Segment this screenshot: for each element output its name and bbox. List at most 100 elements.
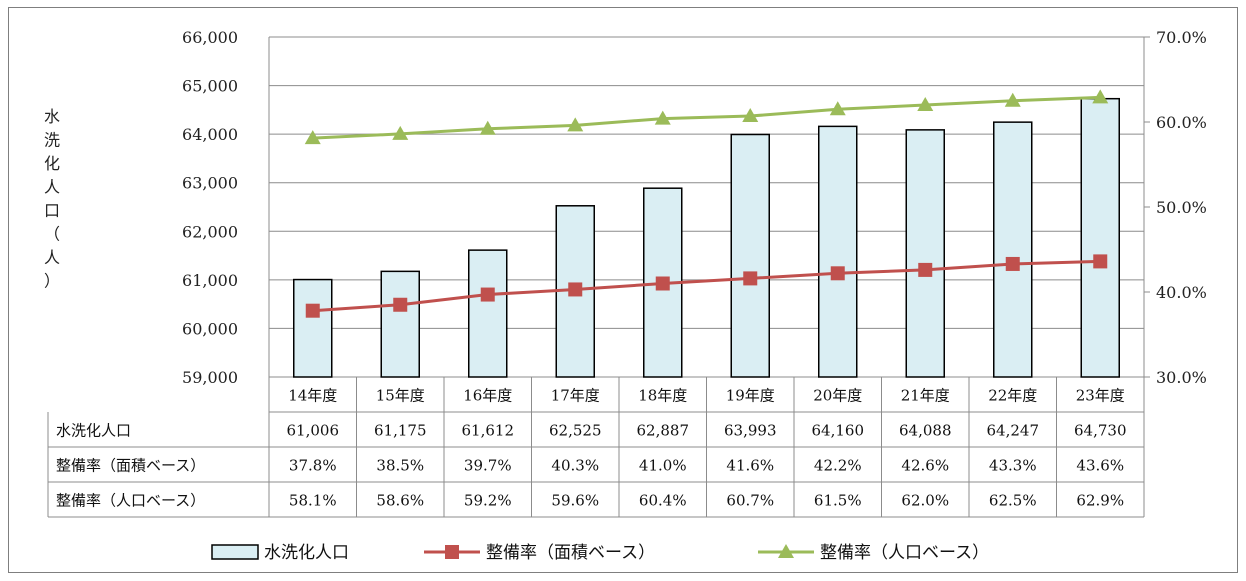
y-tick-label: 64,000	[182, 125, 238, 144]
square-marker	[480, 287, 495, 302]
table-row-label: 整備率（面積ベース）	[56, 457, 205, 475]
triangle-marker	[479, 120, 496, 135]
table-cell: 42.2%	[814, 457, 862, 475]
bar	[905, 129, 945, 378]
triangle-marker	[567, 117, 584, 132]
table-cell: 64,247	[987, 422, 1040, 440]
bar	[730, 133, 770, 378]
x-tick-label: 19年度	[726, 387, 775, 405]
legend-label: 水洗化人口	[264, 543, 349, 563]
table-cell: 59.2%	[464, 492, 512, 510]
table-cell: 61.5%	[814, 492, 862, 510]
triangle-marker	[392, 125, 409, 140]
x-tick-label: 17年度	[551, 387, 600, 405]
bar	[993, 121, 1033, 378]
table-cell: 59.6%	[551, 492, 599, 510]
x-tick-label: 20年度	[813, 387, 862, 405]
y-axis-label-char: ）	[44, 272, 60, 291]
y2-tick-label: 70.0%	[1156, 28, 1207, 47]
y-tick-label: 60,000	[182, 319, 238, 338]
table-cell: 60.4%	[639, 492, 687, 510]
square-marker	[1005, 256, 1020, 271]
y2-tick-label: 30.0%	[1156, 368, 1207, 387]
legend-swatch-marker	[445, 545, 459, 559]
x-tick-label: 15年度	[376, 387, 425, 405]
triangle-marker	[1092, 89, 1109, 104]
table-cell: 42.6%	[901, 457, 949, 475]
y-axis-label-char: 人	[44, 248, 60, 267]
y-tick-label: 65,000	[182, 77, 238, 96]
table-cell: 43.6%	[1076, 457, 1124, 475]
x-tick-label: 16年度	[463, 387, 512, 405]
table-cell: 61,612	[462, 422, 515, 440]
bar	[1080, 97, 1120, 378]
table-cell: 41.0%	[639, 457, 687, 475]
table-cell: 39.7%	[464, 457, 512, 475]
table-row-label: 水洗化人口	[56, 422, 131, 440]
legend-label: 整備率（面積ベース）	[486, 543, 655, 563]
series-line	[312, 259, 1101, 313]
table-cell: 40.3%	[551, 457, 599, 475]
x-tick-label: 14年度	[288, 387, 337, 405]
x-tick-label: 21年度	[901, 387, 950, 405]
triangle-marker	[654, 110, 671, 125]
square-marker	[568, 282, 583, 297]
table-row-label: 整備率（人口ベース）	[56, 492, 205, 510]
table-cell: 62.5%	[989, 492, 1037, 510]
table-cell: 61,006	[287, 422, 340, 440]
triangle-marker	[917, 97, 934, 111]
table-cell: 41.6%	[726, 457, 774, 475]
square-marker	[743, 271, 758, 286]
table-cell: 61,175	[374, 422, 427, 440]
square-marker	[830, 266, 845, 281]
legend-label: 整備率（人口ベース）	[820, 543, 989, 563]
bar	[468, 249, 508, 378]
y2-tick-label: 60.0%	[1156, 113, 1207, 132]
table-cell: 38.5%	[376, 457, 424, 475]
table-cell: 64,730	[1074, 422, 1127, 440]
table-cell: 60.7%	[726, 492, 774, 510]
table-cell: 62,887	[637, 422, 690, 440]
y-tick-label: 63,000	[182, 174, 238, 193]
square-marker	[1093, 254, 1108, 269]
y-tick-label: 66,000	[182, 28, 238, 47]
table-cell: 58.6%	[376, 492, 424, 510]
y-axis-label-char: 口	[44, 201, 60, 220]
y-tick-label: 61,000	[182, 271, 238, 290]
triangle-marker	[829, 101, 846, 116]
square-marker	[918, 262, 933, 277]
x-tick-label: 18年度	[638, 387, 687, 405]
table-cell: 58.1%	[289, 492, 337, 510]
square-marker	[393, 297, 408, 312]
x-tick-label: 22年度	[988, 387, 1037, 405]
series-line	[312, 95, 1101, 140]
table-cell: 43.3%	[989, 457, 1037, 475]
y-axis-label-char: 人	[44, 178, 60, 197]
triangle-marker	[304, 130, 321, 145]
bar	[380, 270, 420, 378]
bar	[818, 125, 858, 378]
y-axis-label-char: （	[44, 225, 60, 244]
table-cell: 62.0%	[901, 492, 949, 510]
square-marker	[305, 303, 320, 318]
y-axis-label-char: 化	[44, 154, 60, 173]
table-cell: 64,088	[899, 422, 952, 440]
y-tick-label: 62,000	[182, 222, 238, 241]
table-cell: 64,160	[812, 422, 865, 440]
table-cell: 63,993	[724, 422, 777, 440]
table-cell: 37.8%	[289, 457, 337, 475]
bar	[293, 278, 333, 378]
table-cell: 62.9%	[1076, 492, 1124, 510]
y-axis-label-char: 洗	[44, 131, 60, 150]
legend-swatch-bar	[211, 544, 259, 560]
triangle-marker	[742, 108, 759, 123]
y2-tick-label: 50.0%	[1156, 198, 1207, 217]
y2-tick-label: 40.0%	[1156, 283, 1207, 302]
table-cell: 62,525	[549, 422, 602, 440]
y-axis-label-char: 水	[44, 107, 60, 126]
chart-frame	[8, 7, 1238, 573]
y-tick-label: 59,000	[182, 368, 238, 387]
x-tick-label: 23年度	[1076, 387, 1125, 405]
square-marker	[655, 276, 670, 291]
triangle-marker	[1004, 92, 1021, 107]
